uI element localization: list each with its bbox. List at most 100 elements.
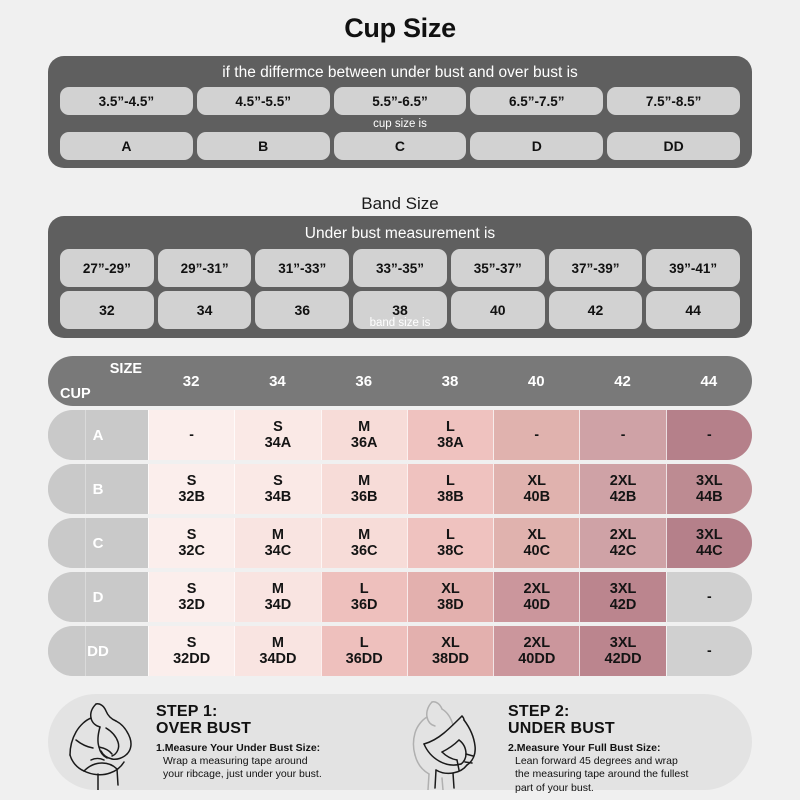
matrix-cell-B-32: S 32B [148,464,235,514]
band-value-cell-1: 34 [157,291,252,329]
matrix-cup-label-DD: DD [48,626,148,676]
matrix-col-header-42: 42 [614,372,631,390]
matrix-cell-D-44: - [665,572,752,622]
matrix-cell-DD-36: L 36DD [320,626,407,676]
matrix-col-header-36: 36 [355,372,373,390]
cell-size-label: 3XL [609,634,637,651]
cell-code-label: 40B [523,489,551,505]
cell-size-label: M [271,634,284,651]
matrix-column-headers: 32 34 36 38 40 42 44 [148,356,752,406]
band-value-cell-6: 44 [646,291,741,329]
matrix-header-row: SIZE CUP 32 34 36 38 40 42 44 [48,356,752,406]
cup-value-row: A B C D DD [60,132,740,160]
size-matrix: SIZE CUP 32 34 36 38 40 42 44 A - S 34A M 36A L 38A - -… [48,356,752,676]
cup-range-cell-4: 7.5”-8.5” [607,87,740,115]
band-range-cell-4: 35”-37” [450,249,545,287]
band-range-row: 27”-29” 29”-31” 31”-33” 33”-35” 35”-37” 37”-3… [60,249,741,287]
cell-code-label: 38DD [431,651,470,667]
matrix-cell-C-34: M 34C [234,518,321,568]
matrix-cell-C-44: 3XL 44C [665,518,752,568]
step-1-body-line2: your ribcage, just under your bust. [163,768,322,781]
cell-code-label: 32D [178,597,205,613]
matrix-cup-label-C: C [48,518,148,568]
cell-size-label: S [273,418,283,435]
cell-size-label: XL [441,634,460,651]
matrix-cell-C-36: M 36C [320,518,407,568]
cell-code-label: 34A [264,435,292,451]
matrix-row-DD: DD S 32DD M 34DD L 36DD XL 38DD 2XL 40DD 3XL 42DD - [48,626,752,676]
cup-range-cell-1: 4.5”-5.5” [196,87,330,115]
matrix-cell-D-38: XL 38D [406,572,494,622]
cell-code-label: 32B [178,489,205,505]
matrix-cell-A-40: - [493,410,580,460]
matrix-cell-D-36: L 36D [320,572,407,622]
matrix-cell-DD-44: - [665,626,752,676]
cell-unavailable-dash: - [620,426,626,443]
matrix-cell-A-38: L 38A [406,410,494,460]
cell-size-label: L [446,418,455,435]
cup-value-cell-1: B [196,132,330,160]
matrix-col-header-44: 44 [700,372,718,390]
matrix-cell-B-44: 3XL 44B [665,464,752,514]
band-range-cell-6: 39”-41” [646,249,741,287]
matrix-cell-B-38: L 38B [406,464,494,514]
cell-size-label: M [271,526,284,543]
cell-code-label: 34B [264,489,292,505]
matrix-cell-A-34: S 34A [234,410,321,460]
cup-caption-bottom: cup size is [373,118,427,130]
band-value-cell-3: 38 [353,291,447,329]
step-1-heading-line1: STEP 1: [156,703,218,720]
cell-size-label: S [273,472,283,489]
cell-code-label: 42DD [604,651,642,667]
band-value-cell-2: 36 [255,291,350,329]
cell-unavailable-dash: - [706,642,712,659]
matrix-corner-cell: SIZE CUP [48,356,148,406]
band-size-panel: Under bust measurement is 27”-29” 29”-31”… [48,216,752,338]
cell-size-label: S [186,526,197,543]
cell-code-label: 36B [350,489,378,505]
cell-size-label: M [271,580,284,597]
step-2-text: STEP 2: UNDER BUST 2.Measure Your Full B… [508,700,688,795]
band-value-cell-0: 32 [60,291,154,329]
cell-code-label: 34DD [259,651,297,667]
band-range-cell-2: 31”-33” [255,249,350,287]
cell-code-label: 38A [437,435,464,451]
cell-unavailable-dash: - [706,588,712,605]
band-range-cell-1: 29”-31” [157,249,252,287]
matrix-cup-label-D: D [48,572,148,622]
cell-code-label: 44C [696,543,723,559]
matrix-cell-C-42: 2XL 42C [579,518,666,568]
cup-range-cell-0: 3.5”-4.5” [60,87,193,115]
cell-code-label: 36C [350,543,378,559]
cell-size-label: 3XL [696,472,723,489]
cell-size-label: 2XL [609,526,637,543]
matrix-cell-DD-38: XL 38DD [406,626,494,676]
cell-code-label: 32C [178,543,205,559]
step-2-body-line1: Lean forward 45 degrees and wrap [515,755,678,768]
cell-size-label: XL [441,580,460,597]
cell-code-label: 40D [523,597,551,613]
cell-code-label: 38D [437,597,464,613]
cell-size-label: M [358,472,371,489]
cell-unavailable-dash: - [534,426,540,443]
matrix-col-header-38: 38 [441,372,459,390]
step-2-heading-line1: STEP 2: [508,703,570,720]
band-value-row: 32 34 36 38 40 42 44 [60,291,741,329]
cell-size-label: L [359,580,369,597]
matrix-cell-D-32: S 32D [148,572,235,622]
matrix-cell-D-34: M 34D [234,572,321,622]
cell-code-label: 34C [264,543,292,559]
matrix-cell-D-42: 3XL 42D [579,572,666,622]
cell-size-label: S [186,472,197,489]
matrix-cup-axis-label: CUP [60,386,91,402]
over-bust-illustration-icon [48,700,156,790]
cell-size-label: 2XL [523,634,551,651]
cup-value-cell-4: DD [607,132,740,160]
matrix-cell-A-44: - [665,410,752,460]
cell-code-label: 36D [350,597,378,613]
cup-size-title: Cup Size [344,13,456,43]
cell-size-label: 3XL [696,526,723,543]
cup-caption-top: if the differmce between under bust and … [222,64,578,81]
cell-size-label: S [186,580,197,597]
